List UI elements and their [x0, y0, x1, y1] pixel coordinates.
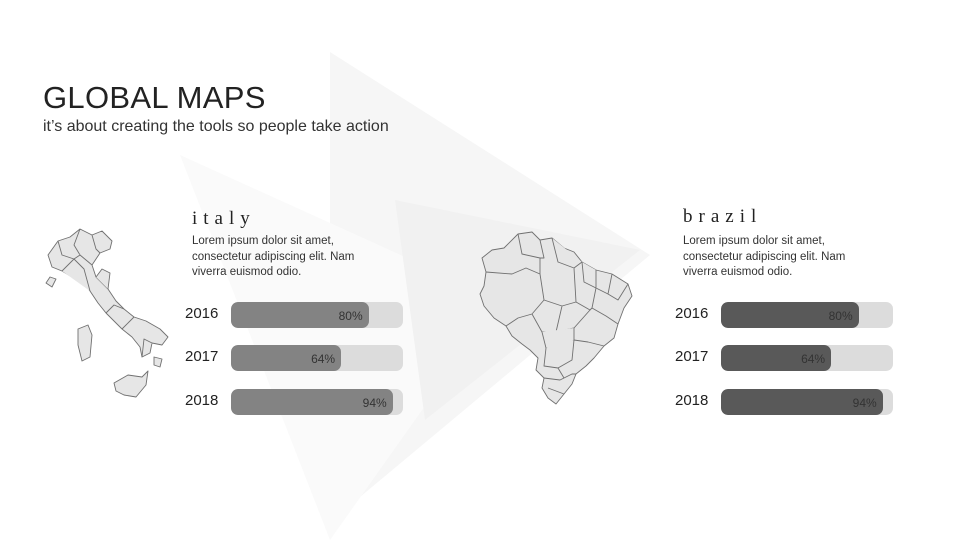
- brazil-stat-row-2018: 2018 94%: [675, 389, 960, 415]
- progress-fill: [721, 345, 832, 371]
- progress-fill: [721, 389, 883, 415]
- progress-track: [231, 302, 403, 328]
- italy-map-icon: [45, 228, 169, 398]
- year-label: 2017: [185, 348, 219, 365]
- year-label: 2016: [185, 305, 219, 322]
- percent-label: 94%: [362, 396, 387, 410]
- progress-fill: [231, 345, 342, 371]
- year-label: 2018: [675, 392, 709, 409]
- page-title: GLOBAL MAPS: [43, 80, 266, 115]
- year-label: 2017: [675, 348, 709, 365]
- percent-label: 64%: [801, 352, 826, 366]
- italy-title: italy: [192, 208, 256, 229]
- progress-track: [721, 345, 893, 371]
- progress-fill: [231, 389, 393, 415]
- brazil-title: brazil: [683, 206, 763, 227]
- italy-stat-row-2017: 2017 64%: [185, 345, 475, 371]
- progress-track: [721, 389, 893, 415]
- progress-track: [721, 302, 893, 328]
- brazil-map-icon: [479, 231, 633, 405]
- brazil-description: Lorem ipsum dolor sit amet, consectetur …: [683, 235, 846, 278]
- italy-stat-row-2016: 2016 80%: [185, 302, 475, 328]
- year-label: 2018: [185, 392, 219, 409]
- progress-track: [231, 345, 403, 371]
- percent-label: 94%: [852, 396, 877, 410]
- year-label: 2016: [675, 305, 709, 322]
- progress-track: [231, 389, 403, 415]
- italy-stat-row-2018: 2018 94%: [185, 389, 475, 415]
- percent-label: 64%: [311, 352, 336, 366]
- percent-label: 80%: [828, 309, 853, 323]
- progress-fill: [231, 302, 369, 328]
- italy-description: Lorem ipsum dolor sit amet, consectetur …: [192, 235, 355, 278]
- brazil-stat-row-2017: 2017 64%: [675, 345, 960, 371]
- percent-label: 80%: [338, 309, 363, 323]
- page-subtitle: it’s about creating the tools so people …: [43, 118, 389, 135]
- brazil-stat-row-2016: 2016 80%: [675, 302, 960, 328]
- progress-fill: [721, 302, 859, 328]
